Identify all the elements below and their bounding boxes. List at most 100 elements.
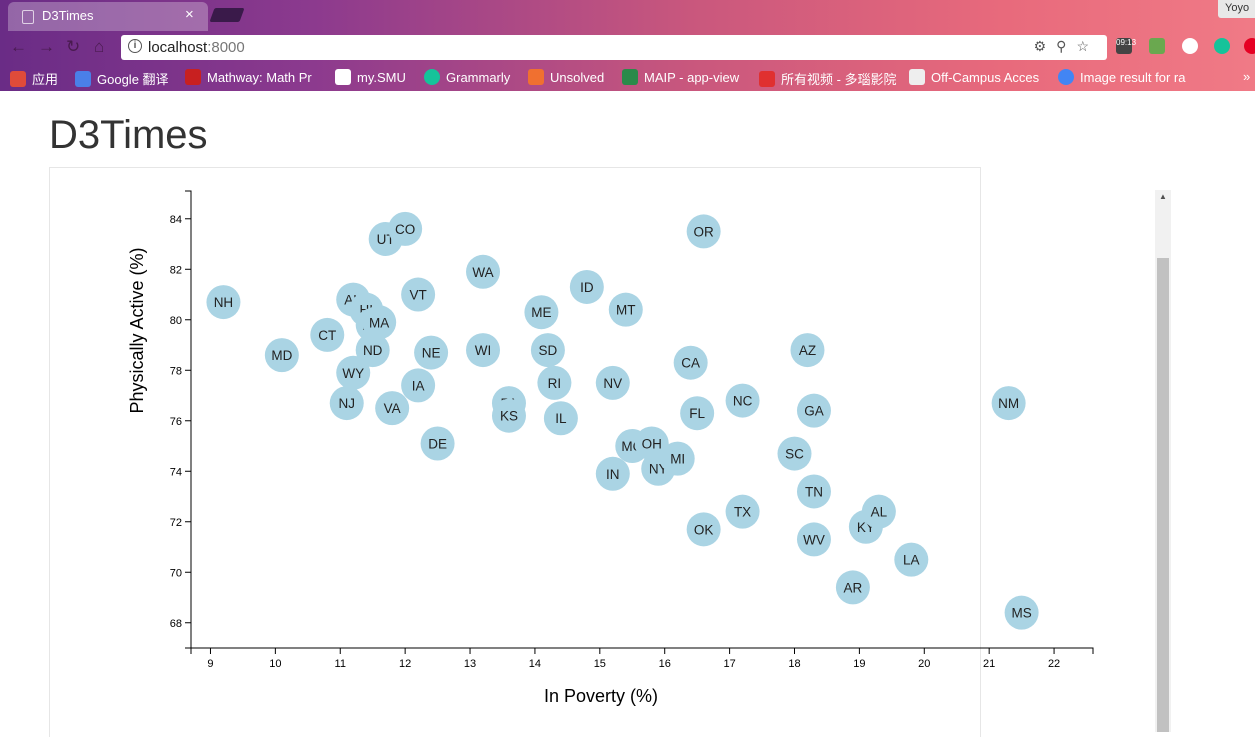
state-point-nd[interactable]: ND: [355, 333, 390, 368]
state-circle[interactable]: [537, 365, 572, 400]
reload-icon[interactable]: ↻: [66, 37, 81, 56]
state-circle[interactable]: [414, 335, 449, 370]
state-circle[interactable]: [680, 396, 715, 431]
state-circle[interactable]: [310, 317, 345, 352]
state-circle[interactable]: [466, 333, 501, 368]
profile-button[interactable]: Yoyo: [1218, 0, 1255, 18]
state-point-tn[interactable]: TN: [796, 474, 831, 509]
state-point-ia[interactable]: IA: [401, 368, 436, 403]
state-circle[interactable]: [725, 383, 760, 418]
close-tab-icon[interactable]: ×: [185, 6, 194, 23]
state-circle[interactable]: [375, 391, 410, 426]
state-circle[interactable]: [401, 277, 436, 312]
state-point-in[interactable]: IN: [595, 456, 630, 491]
state-point-nj[interactable]: NJ: [329, 386, 364, 421]
state-circle[interactable]: [835, 570, 870, 605]
extension-icon[interactable]: [1149, 38, 1165, 54]
state-point-wy[interactable]: WY: [336, 355, 371, 390]
bookmark-mathway[interactable]: Mathway: Math Pr: [185, 69, 312, 85]
state-point-co[interactable]: CO: [388, 211, 423, 246]
translate-icon[interactable]: ⚙: [1033, 38, 1057, 54]
state-circle[interactable]: [1004, 595, 1039, 630]
clock-extension-icon[interactable]: 09:13: [1116, 38, 1136, 54]
state-point-il[interactable]: IL: [543, 401, 578, 436]
state-point-ri[interactable]: RI: [537, 365, 572, 400]
state-point-ga[interactable]: GA: [796, 393, 831, 428]
bookmark-maip[interactable]: MAIP - app-view: [622, 69, 739, 85]
pinterest-extension-icon[interactable]: [1244, 38, 1255, 54]
state-circle[interactable]: [991, 386, 1026, 421]
state-circle[interactable]: [894, 542, 929, 577]
state-circle[interactable]: [777, 436, 812, 471]
state-point-ne[interactable]: NE: [414, 335, 449, 370]
state-circle[interactable]: [608, 292, 643, 327]
state-point-mi[interactable]: MI: [660, 441, 695, 476]
home-icon[interactable]: ⌂: [94, 37, 105, 56]
state-circle[interactable]: [673, 345, 708, 380]
url-text[interactable]: localhost:8000: [148, 39, 245, 56]
zoom-icon[interactable]: ⚲: [1056, 38, 1077, 54]
state-circle[interactable]: [861, 494, 896, 529]
state-point-ms[interactable]: MS: [1004, 595, 1039, 630]
bookmark-unsolved[interactable]: Unsolved: [528, 69, 604, 85]
bookmark-videos[interactable]: 所有视频 - 多瑙影院: [759, 69, 897, 88]
state-point-ar[interactable]: AR: [835, 570, 870, 605]
info-icon[interactable]: i: [128, 39, 142, 53]
state-circle[interactable]: [569, 269, 604, 304]
state-point-az[interactable]: AZ: [790, 333, 825, 368]
panda-extension-icon[interactable]: [1182, 38, 1198, 54]
bookmark-google-translate[interactable]: Google 翻译: [75, 69, 169, 88]
state-circle[interactable]: [401, 368, 436, 403]
scrollbar[interactable]: ▲: [1155, 190, 1171, 732]
state-circle[interactable]: [543, 401, 578, 436]
state-point-wi[interactable]: WI: [466, 333, 501, 368]
state-point-ct[interactable]: CT: [310, 317, 345, 352]
back-arrow-icon[interactable]: ←: [10, 37, 27, 56]
state-point-fl[interactable]: FL: [680, 396, 715, 431]
state-point-sc[interactable]: SC: [777, 436, 812, 471]
state-point-vt[interactable]: VT: [401, 277, 436, 312]
state-point-va[interactable]: VA: [375, 391, 410, 426]
state-circle[interactable]: [264, 338, 299, 373]
state-point-nm[interactable]: NM: [991, 386, 1026, 421]
state-circle[interactable]: [595, 456, 630, 491]
state-point-ma[interactable]: MA: [362, 305, 397, 340]
x-axis-title[interactable]: In Poverty (%): [544, 686, 658, 706]
bookmark-star-icon[interactable]: ☆: [1076, 38, 1099, 54]
state-circle[interactable]: [206, 285, 241, 320]
state-circle[interactable]: [595, 365, 630, 400]
state-circle[interactable]: [336, 355, 371, 390]
grammarly-extension-icon[interactable]: [1214, 38, 1230, 54]
state-circle[interactable]: [686, 512, 721, 547]
state-circle[interactable]: [725, 494, 760, 529]
state-circle[interactable]: [355, 333, 390, 368]
state-circle[interactable]: [329, 386, 364, 421]
bookmark-image-result[interactable]: Image result for ra: [1058, 69, 1186, 85]
state-circle[interactable]: [790, 333, 825, 368]
state-point-md[interactable]: MD: [264, 338, 299, 373]
forward-arrow-icon[interactable]: →: [38, 37, 55, 56]
state-circle[interactable]: [362, 305, 397, 340]
state-point-tx[interactable]: TX: [725, 494, 760, 529]
address-bar[interactable]: i localhost:8000 ⚙⚲☆: [121, 35, 1107, 60]
state-circle[interactable]: [686, 214, 721, 249]
state-circle[interactable]: [796, 522, 831, 557]
state-point-de[interactable]: DE: [420, 426, 455, 461]
state-point-mt[interactable]: MT: [608, 292, 643, 327]
state-point-wa[interactable]: WA: [466, 254, 501, 289]
state-point-or[interactable]: OR: [686, 214, 721, 249]
state-point-ok[interactable]: OK: [686, 512, 721, 547]
state-circle[interactable]: [796, 474, 831, 509]
state-point-ca[interactable]: CA: [673, 345, 708, 380]
bookmarks-overflow-icon[interactable]: »: [1243, 69, 1251, 84]
tab-d3times[interactable]: D3Times ×: [8, 2, 208, 31]
bookmark-mysmu[interactable]: my.SMU: [335, 69, 406, 85]
state-point-nc[interactable]: NC: [725, 383, 760, 418]
state-point-me[interactable]: ME: [524, 295, 559, 330]
bookmark-off-campus[interactable]: Off-Campus Acces: [909, 69, 1039, 85]
state-point-wv[interactable]: WV: [796, 522, 831, 557]
state-point-nh[interactable]: NH: [206, 285, 241, 320]
state-circle[interactable]: [524, 295, 559, 330]
scrollbar-thumb[interactable]: [1157, 258, 1169, 732]
state-point-al[interactable]: AL: [861, 494, 896, 529]
